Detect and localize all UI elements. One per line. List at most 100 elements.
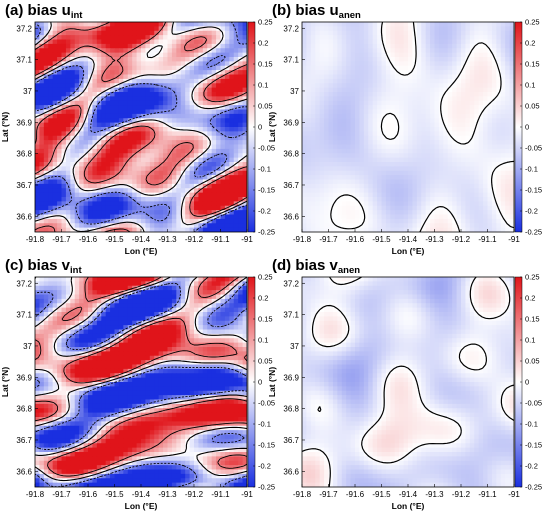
heatmap-cell xyxy=(202,26,208,32)
heatmap-cell xyxy=(136,92,142,97)
heatmap-cell xyxy=(167,87,173,93)
heatmap-cell xyxy=(163,201,168,207)
heatmap-cell xyxy=(456,162,462,167)
heatmap-cell xyxy=(229,22,235,27)
heatmap-cell xyxy=(509,87,514,93)
heatmap-cell xyxy=(154,113,160,119)
heatmap-cell xyxy=(229,87,235,93)
heatmap-cell xyxy=(359,22,365,27)
heatmap-cell xyxy=(39,92,45,97)
heatmap-cell xyxy=(43,179,49,185)
heatmap-cell xyxy=(96,78,102,84)
heatmap-cell xyxy=(65,188,71,194)
heatmap-cell xyxy=(425,65,431,71)
heatmap-cell xyxy=(438,214,444,220)
heatmap-cell xyxy=(185,122,190,128)
heatmap-cell xyxy=(92,127,98,132)
heatmap-cell xyxy=(381,61,387,67)
heatmap-cell xyxy=(216,109,221,115)
heatmap-cell xyxy=(496,201,502,207)
heatmap-cell xyxy=(319,210,325,215)
heatmap-cell xyxy=(324,127,329,132)
heatmap-cell xyxy=(447,48,453,54)
heatmap-cell xyxy=(483,83,488,89)
heatmap-cell xyxy=(79,39,84,45)
heatmap-cell xyxy=(101,113,107,119)
heatmap-cell xyxy=(310,61,316,67)
heatmap-cell xyxy=(118,205,124,211)
heatmap-cell xyxy=(315,70,321,75)
heatmap-cell xyxy=(48,100,54,106)
heatmap-cell xyxy=(363,227,369,232)
heatmap-cell xyxy=(211,92,217,97)
heatmap-cell xyxy=(474,205,480,211)
heatmap-cell xyxy=(469,214,475,220)
heatmap-cell xyxy=(43,118,49,124)
heatmap-cell xyxy=(171,277,177,282)
heatmap-cell xyxy=(238,131,243,137)
heatmap-cell xyxy=(189,118,195,124)
heatmap-cell xyxy=(176,140,182,145)
heatmap-cell xyxy=(434,192,440,198)
heatmap-cell xyxy=(505,148,510,154)
heatmap-cell xyxy=(452,175,457,180)
heatmap-cell xyxy=(35,205,40,211)
heatmap-cell xyxy=(145,135,151,141)
heatmap-cell xyxy=(74,57,80,62)
heatmap-cell xyxy=(83,74,89,80)
heatmap-cell xyxy=(483,118,488,124)
heatmap-cell xyxy=(319,22,325,27)
heatmap-cell xyxy=(57,227,62,232)
heatmap-cell xyxy=(487,39,493,45)
heatmap-cell xyxy=(302,210,307,215)
heatmap-cell xyxy=(145,218,151,224)
heatmap-cell xyxy=(123,135,129,141)
heatmap-cell xyxy=(194,179,199,185)
heatmap-cell xyxy=(447,109,453,115)
heatmap-cell xyxy=(101,48,107,54)
heatmap-cell xyxy=(52,22,58,27)
heatmap-cell xyxy=(443,170,449,176)
heatmap-cell xyxy=(452,205,457,211)
heatmap-cell xyxy=(425,43,431,49)
heatmap-cell xyxy=(167,57,173,62)
heatmap-cell xyxy=(185,96,190,102)
heatmap-cell xyxy=(377,210,382,215)
heatmap-cell xyxy=(478,96,484,102)
heatmap-cell xyxy=(478,43,484,49)
heatmap-cell xyxy=(324,197,329,202)
heatmap-cell xyxy=(65,109,71,115)
heatmap-cell xyxy=(403,87,409,93)
heatmap-cell xyxy=(509,122,514,128)
heatmap-cell xyxy=(399,52,404,58)
heatmap-cell xyxy=(238,92,243,97)
heatmap-cell xyxy=(216,227,221,232)
heatmap-cell xyxy=(83,100,89,106)
heatmap-cell xyxy=(434,57,440,62)
heatmap-cell xyxy=(408,188,413,194)
heatmap-cell xyxy=(394,57,400,62)
heatmap-cell xyxy=(70,188,76,194)
heatmap-cell xyxy=(127,39,133,45)
heatmap-cell xyxy=(372,153,378,159)
heatmap-cell xyxy=(149,218,155,224)
heatmap-cell xyxy=(483,192,488,198)
heatmap-cell xyxy=(465,179,471,185)
heatmap-cell xyxy=(350,197,356,202)
heatmap-cell xyxy=(363,162,369,167)
heatmap-cell xyxy=(363,70,369,75)
heatmap-cell xyxy=(57,166,62,172)
heatmap-cell xyxy=(368,52,374,58)
heatmap-cell xyxy=(233,175,239,180)
heatmap-cell xyxy=(57,61,62,67)
heatmap-cell xyxy=(469,153,475,159)
heatmap-cell xyxy=(39,135,45,141)
heatmap-cell xyxy=(171,83,177,89)
heatmap-cell xyxy=(48,57,54,62)
heatmap-cell xyxy=(65,57,71,62)
heatmap-cell xyxy=(216,78,221,84)
heatmap-cell xyxy=(61,22,67,27)
heatmap-cell xyxy=(430,140,435,145)
heatmap-cell xyxy=(105,170,111,176)
heatmap-cell xyxy=(79,205,84,211)
